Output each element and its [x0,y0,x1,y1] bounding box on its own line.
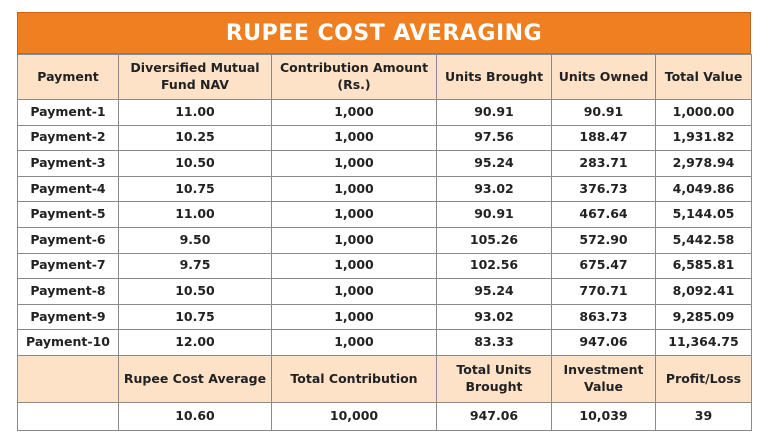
summary-value: 39 [655,401,752,431]
table-cell: 105.26 [436,226,552,254]
table-cell: 6,585.81 [655,252,752,280]
table-row: Rupee Cost Average Total Contribution Tota… [17,354,752,403]
table-cell: 283.71 [551,150,656,177]
table-cell: 90.91 [436,99,552,126]
summary-header: Total Contribution [271,354,437,403]
table-card: RUPEE COST AVERAGING Payment Diversified … [17,12,752,431]
table-cell: 675.47 [551,252,656,280]
table-cell: 1,000 [271,303,437,331]
table-cell: 9.75 [118,252,272,280]
table-cell: 11.00 [118,201,272,228]
table-cell: Payment-1 [17,99,119,126]
table-cell: Payment-10 [17,329,119,356]
table-cell: 467.64 [551,201,656,228]
table: Payment Diversified Mutual Fund NAV Contri… [17,54,752,431]
table-cell: 9,285.09 [655,303,752,331]
table-cell: 10.50 [118,150,272,177]
column-header: Contribution Amount (Rs.) [271,54,437,100]
table-cell: 10.75 [118,303,272,331]
table-cell: 1,000 [271,124,437,152]
summary-value: 10.60 [118,401,272,431]
table-row: Payment-9 10.75 1,000 93.02 863.73 9,285.09 [17,303,752,331]
table-row: Payment-1 11.00 1,000 90.91 90.91 1,000.00 [17,99,752,126]
table-cell: 1,000.00 [655,99,752,126]
table-cell: 12.00 [118,329,272,356]
table-cell: Payment-4 [17,175,119,203]
table-cell: 1,000 [271,252,437,280]
table-row: Payment-5 11.00 1,000 90.91 467.64 5,144.05 [17,201,752,228]
table-cell: 572.90 [551,226,656,254]
empty-cell [17,354,119,403]
table-cell: 5,442.58 [655,226,752,254]
summary-value: 10,039 [551,401,656,431]
column-header: Units Owned [551,54,656,100]
table-cell: Payment-6 [17,226,119,254]
table-cell: 90.91 [436,201,552,228]
table-cell: 93.02 [436,175,552,203]
table-cell: Payment-5 [17,201,119,228]
table-cell: 1,000 [271,278,437,305]
summary-value: 10,000 [271,401,437,431]
table-cell: 95.24 [436,278,552,305]
table-cell: 10.50 [118,278,272,305]
table-cell: Payment-7 [17,252,119,280]
table-cell: 2,978.94 [655,150,752,177]
table-cell: 95.24 [436,150,552,177]
table-row: 10.60 10,000 947.06 10,039 39 [17,401,752,431]
column-header: Diversified Mutual Fund NAV [118,54,272,100]
table-cell: 97.56 [436,124,552,152]
table-row: Payment-4 10.75 1,000 93.02 376.73 4,049.86 [17,175,752,203]
table-cell: 1,000 [271,226,437,254]
table-cell: 5,144.05 [655,201,752,228]
column-header: Payment [17,54,119,100]
table-cell: 1,000 [271,175,437,203]
table-cell: 11,364.75 [655,329,752,356]
summary-header: Profit/Loss [655,354,752,403]
table-cell: 1,000 [271,99,437,126]
table-row: Payment-10 12.00 1,000 83.33 947.06 11,364.75 [17,329,752,356]
table-cell: 1,931.82 [655,124,752,152]
summary-header: Investment Value [551,354,656,403]
title: RUPEE COST AVERAGING [17,12,751,54]
table-cell: 11.00 [118,99,272,126]
table-cell: 770.71 [551,278,656,305]
column-header: Total Value [655,54,752,100]
table-row: Payment-2 10.25 1,000 97.56 188.47 1,931.82 [17,124,752,152]
table-cell: 83.33 [436,329,552,356]
table-cell: 1,000 [271,150,437,177]
table-cell: Payment-9 [17,303,119,331]
empty-cell [17,401,119,431]
table-cell: Payment-2 [17,124,119,152]
table-cell: 10.75 [118,175,272,203]
table-cell: 93.02 [436,303,552,331]
table-row: Payment-8 10.50 1,000 95.24 770.71 8,092.41 [17,278,752,305]
table-cell: 376.73 [551,175,656,203]
table-cell: 9.50 [118,226,272,254]
table-cell: 90.91 [551,99,656,126]
table-cell: 102.56 [436,252,552,280]
table-cell: Payment-8 [17,278,119,305]
summary-header: Total Units Brought [436,354,552,403]
summary-header: Rupee Cost Average [118,354,272,403]
table-cell: Payment-3 [17,150,119,177]
table-cell: 188.47 [551,124,656,152]
table-cell: 8,092.41 [655,278,752,305]
table-row: Payment Diversified Mutual Fund NAV Contri… [17,54,752,100]
table-cell: 1,000 [271,329,437,356]
table-cell: 863.73 [551,303,656,331]
table-cell: 4,049.86 [655,175,752,203]
table-cell: 10.25 [118,124,272,152]
table-row: Payment-3 10.50 1,000 95.24 283.71 2,978.94 [17,150,752,177]
table-row: Payment-7 9.75 1,000 102.56 675.47 6,585.81 [17,252,752,280]
column-header: Units Brought [436,54,552,100]
table-cell: 947.06 [551,329,656,356]
table-body: Payment Diversified Mutual Fund NAV Contri… [17,54,752,431]
summary-value: 947.06 [436,401,552,431]
table-row: Payment-6 9.50 1,000 105.26 572.90 5,442.58 [17,226,752,254]
table-cell: 1,000 [271,201,437,228]
